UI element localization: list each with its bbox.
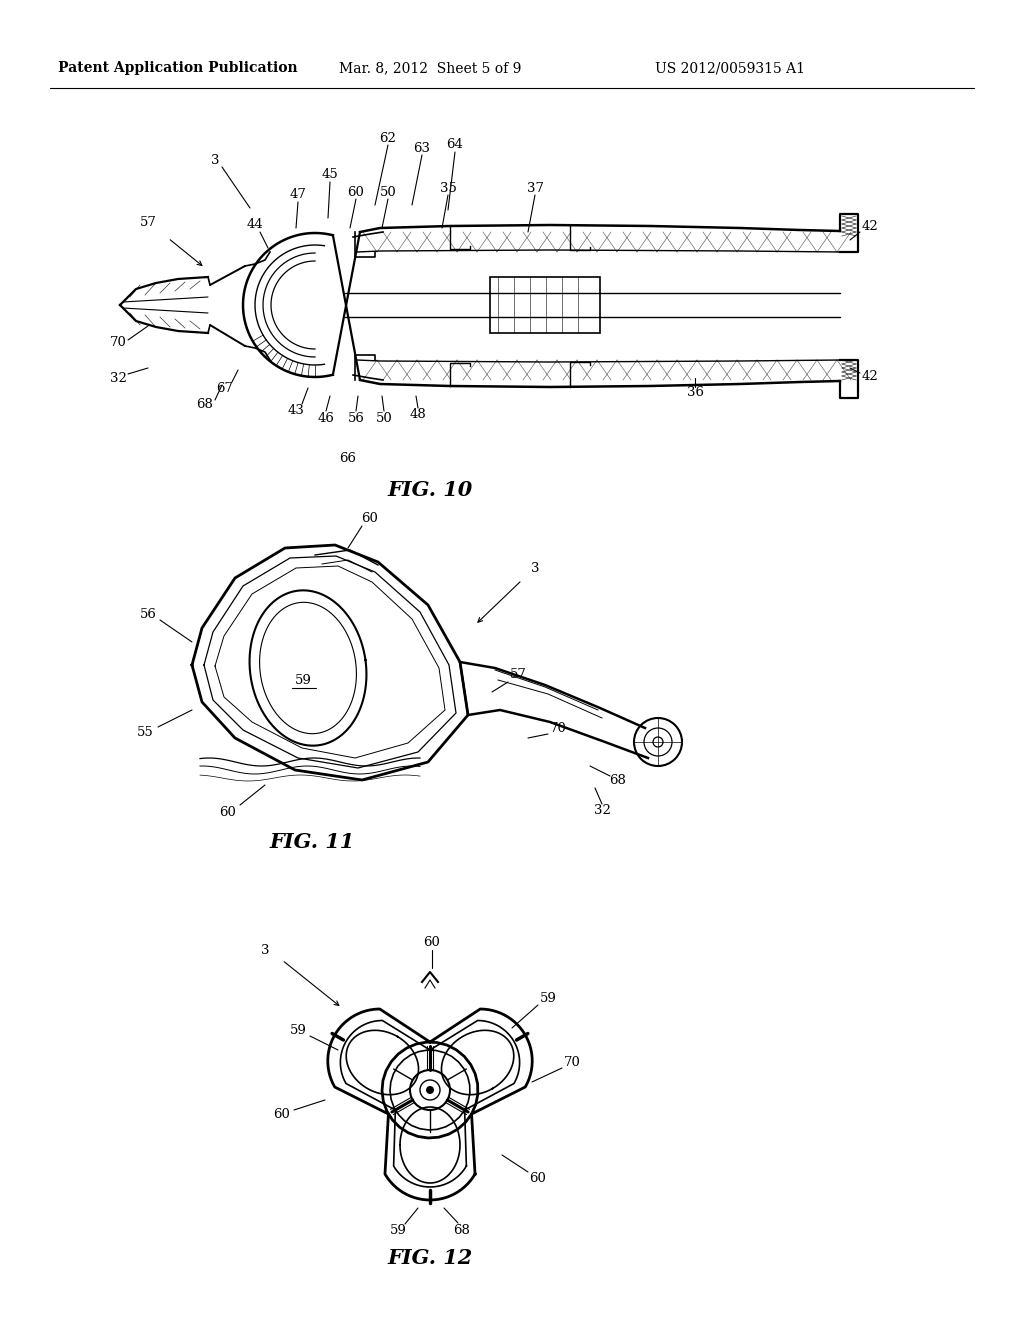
Text: 43: 43 — [288, 404, 304, 417]
Text: 59: 59 — [295, 673, 311, 686]
Text: 68: 68 — [454, 1224, 470, 1237]
Text: 60: 60 — [273, 1109, 291, 1122]
Text: 60: 60 — [219, 805, 237, 818]
Text: 3: 3 — [261, 944, 269, 957]
Text: 36: 36 — [686, 387, 703, 400]
Text: 50: 50 — [376, 412, 392, 425]
Text: 57: 57 — [510, 668, 526, 681]
Text: 47: 47 — [290, 189, 306, 202]
Text: 44: 44 — [247, 219, 263, 231]
Text: 62: 62 — [380, 132, 396, 144]
Text: 60: 60 — [347, 186, 365, 198]
Text: FIG. 10: FIG. 10 — [387, 480, 473, 500]
Text: 59: 59 — [389, 1224, 407, 1237]
Text: 60: 60 — [361, 511, 379, 524]
Bar — [490, 277, 600, 333]
Text: 56: 56 — [347, 412, 365, 425]
Text: Patent Application Publication: Patent Application Publication — [58, 61, 298, 75]
Text: 66: 66 — [340, 451, 356, 465]
Text: 70: 70 — [550, 722, 566, 734]
Text: 48: 48 — [410, 408, 426, 421]
Text: US 2012/0059315 A1: US 2012/0059315 A1 — [655, 61, 805, 75]
Text: FIG. 11: FIG. 11 — [269, 832, 354, 851]
Text: 45: 45 — [322, 169, 338, 181]
Text: FIG. 12: FIG. 12 — [387, 1247, 473, 1269]
Text: 63: 63 — [414, 141, 430, 154]
Circle shape — [426, 1086, 434, 1094]
Text: 32: 32 — [594, 804, 610, 817]
Text: 35: 35 — [439, 181, 457, 194]
Text: 46: 46 — [317, 412, 335, 425]
Text: Mar. 8, 2012  Sheet 5 of 9: Mar. 8, 2012 Sheet 5 of 9 — [339, 61, 521, 75]
Text: 42: 42 — [862, 370, 879, 383]
Text: 3: 3 — [211, 153, 219, 166]
Text: 59: 59 — [540, 991, 556, 1005]
Text: 42: 42 — [862, 220, 879, 234]
Text: 59: 59 — [290, 1023, 306, 1036]
Text: 67: 67 — [216, 381, 233, 395]
Text: 70: 70 — [110, 337, 126, 350]
Text: 70: 70 — [563, 1056, 581, 1068]
Text: 3: 3 — [530, 561, 540, 574]
Text: 60: 60 — [529, 1172, 547, 1184]
Text: 55: 55 — [136, 726, 154, 738]
Text: 60: 60 — [424, 936, 440, 949]
Text: 37: 37 — [526, 181, 544, 194]
Text: 57: 57 — [139, 215, 157, 228]
Text: 64: 64 — [446, 139, 464, 152]
Text: 68: 68 — [609, 774, 627, 787]
Text: 50: 50 — [380, 186, 396, 198]
Text: 56: 56 — [139, 609, 157, 622]
Text: 68: 68 — [197, 399, 213, 412]
Text: 32: 32 — [110, 371, 126, 384]
